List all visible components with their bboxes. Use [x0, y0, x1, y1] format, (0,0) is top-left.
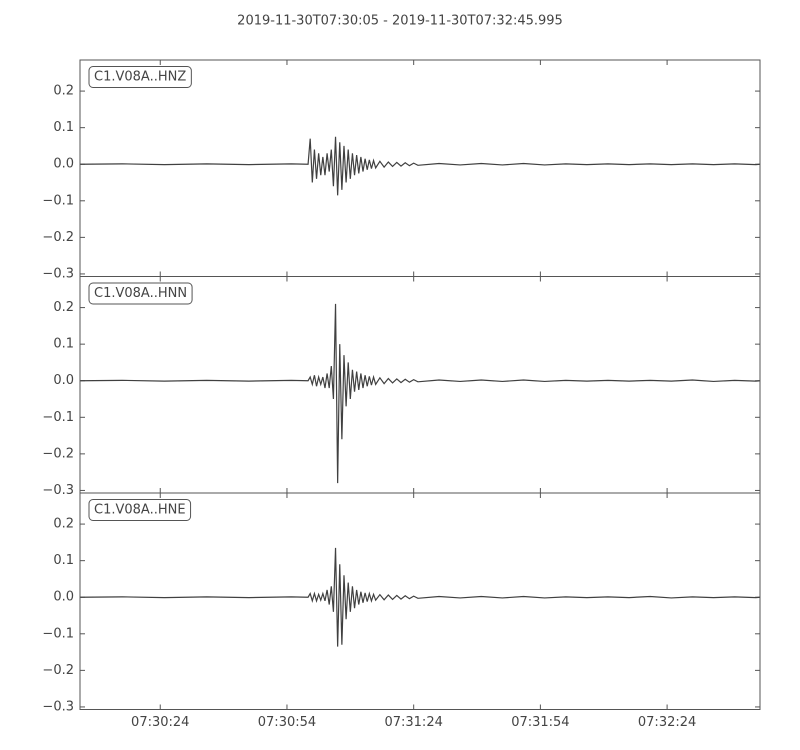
y-tick-label: 0.1 [53, 337, 74, 352]
y-tick-label: 0.2 [53, 517, 74, 532]
x-tick-label: 07:30:24 [131, 715, 189, 730]
trace-label-box [88, 499, 192, 521]
x-tick-label: 07:30:54 [258, 715, 316, 730]
waveform [79, 136, 761, 196]
y-tick-label: −0.2 [42, 230, 74, 245]
waveform [79, 547, 761, 647]
y-tick-label: 0.2 [53, 84, 74, 99]
trace-label: C1.V08A..HNZ [94, 70, 186, 85]
y-tick-label: −0.3 [42, 266, 74, 281]
y-tick-label: −0.1 [42, 193, 74, 208]
y-tick-label: −0.1 [42, 626, 74, 641]
trace-label-box [88, 282, 193, 305]
trace-label: C1.V08A..HNN [94, 286, 187, 301]
y-tick-label: −0.3 [42, 699, 74, 714]
chart-title: 2019-11-30T07:30:05 - 2019-11-30T07:32:4… [237, 14, 563, 29]
y-tick-label: 0.0 [53, 590, 74, 605]
y-tick-label: −0.2 [42, 446, 74, 461]
y-tick-label: −0.1 [42, 410, 74, 425]
trace-label: C1.V08A..HNE [94, 503, 186, 518]
y-tick-label: −0.2 [42, 663, 74, 678]
panel-frame [79, 59, 761, 277]
y-tick-label: 0.1 [53, 553, 74, 568]
x-tick-label: 07:32:24 [638, 715, 696, 730]
y-tick-label: 0.0 [53, 157, 74, 172]
x-tick-label: 07:31:54 [511, 715, 569, 730]
y-tick-label: −0.3 [42, 483, 74, 498]
x-tick-label: 07:31:24 [384, 715, 442, 730]
y-tick-label: 0.2 [53, 300, 74, 315]
y-tick-label: 0.0 [53, 373, 74, 388]
panel-frame [79, 276, 761, 494]
waveform [79, 303, 761, 484]
trace-label-box [88, 66, 192, 88]
panel-frame [79, 492, 761, 710]
y-tick-label: 0.1 [53, 120, 74, 135]
